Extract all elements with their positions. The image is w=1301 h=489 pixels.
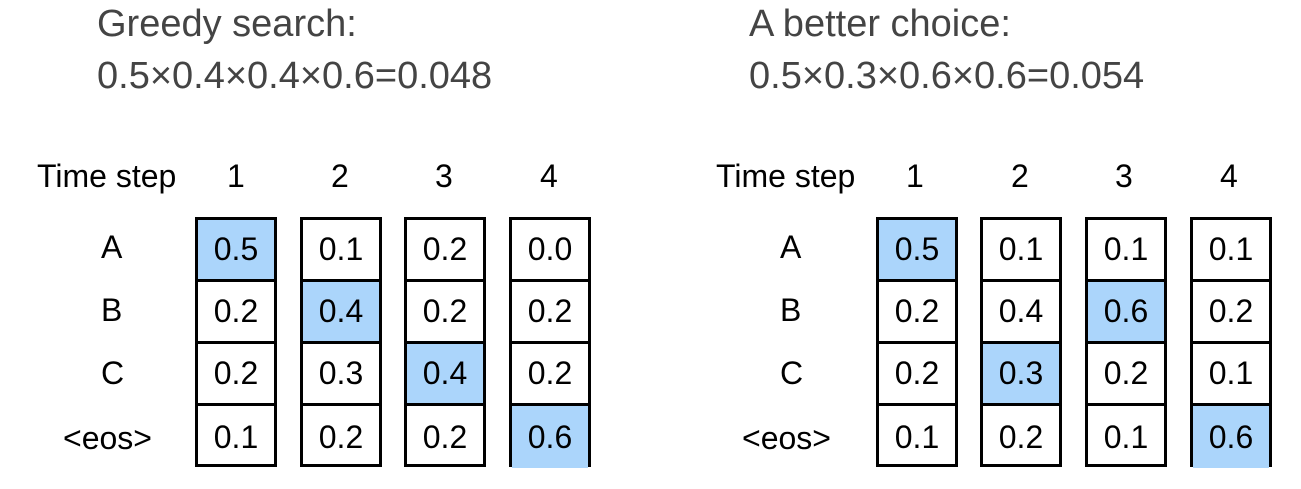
step-label: 1 [227, 158, 245, 194]
panel-title: Greedy search: [97, 3, 357, 45]
probability-cell: 0.2 [407, 282, 483, 344]
row-label: C [101, 355, 125, 391]
time-step-column: 0.1 0.6 0.2 0.1 [1085, 217, 1167, 467]
probability-cell: 0.1 [1103, 418, 1149, 455]
probability-cell: 0.1 [1193, 220, 1269, 282]
probability-cell: 0.2 [998, 418, 1044, 455]
probability-cell: 0.3 [983, 344, 1059, 406]
step-label: 2 [331, 158, 349, 194]
probability-cell: 0.2 [198, 344, 274, 406]
probability-cell: 0.6 [512, 406, 588, 468]
panel-title: A better choice: [749, 3, 1011, 45]
row-label: B [780, 292, 802, 328]
probability-cell: 0.4 [983, 282, 1059, 344]
probability-cell: 0.4 [303, 282, 379, 344]
row-label: <eos> [742, 420, 831, 456]
time-step-label: Time step [716, 158, 856, 194]
step-label: 4 [1220, 158, 1238, 194]
probability-cell: 0.4 [407, 344, 483, 406]
row-label: A [101, 229, 123, 265]
probability-cell: 0.2 [407, 220, 483, 282]
time-step-column: 0.1 0.2 0.1 0.6 [1190, 217, 1272, 468]
step-label: 3 [1115, 158, 1133, 194]
row-label: <eos> [63, 420, 152, 456]
step-label: 4 [540, 158, 558, 194]
step-label: 2 [1011, 158, 1029, 194]
row-label: B [101, 292, 123, 328]
probability-cell: 0.6 [1088, 282, 1164, 344]
row-label: A [780, 229, 802, 265]
panel-product-formula: 0.5×0.4×0.4×0.6=0.048 [97, 55, 493, 97]
probability-cell: 0.2 [879, 282, 955, 344]
probability-cell: 0.1 [213, 418, 259, 455]
probability-cell: 0.2 [1193, 282, 1269, 344]
time-step-column: 0.0 0.2 0.2 0.6 [509, 217, 591, 468]
probability-cell: 0.2 [879, 344, 955, 406]
probability-cell: 0.1 [1088, 220, 1164, 282]
time-step-column: 0.5 0.2 0.2 0.1 [876, 217, 958, 467]
probability-cell: 0.2 [318, 418, 364, 455]
probability-cell: 0.2 [512, 344, 588, 406]
step-label: 1 [906, 158, 924, 194]
probability-cell: 0.0 [512, 220, 588, 282]
probability-cell: 0.2 [198, 282, 274, 344]
probability-cell: 0.2 [422, 418, 468, 455]
probability-cell: 0.5 [879, 220, 955, 282]
probability-cell: 0.1 [983, 220, 1059, 282]
probability-cell: 0.1 [894, 418, 940, 455]
row-label: C [780, 355, 804, 391]
time-step-column: 0.2 0.2 0.4 0.2 [404, 217, 486, 467]
probability-cell: 0.2 [1088, 344, 1164, 406]
time-step-label: Time step [37, 158, 177, 194]
panel-product-formula: 0.5×0.3×0.6×0.6=0.054 [749, 55, 1145, 97]
time-step-column: 0.1 0.4 0.3 0.2 [980, 217, 1062, 467]
step-label: 3 [435, 158, 453, 194]
probability-cell: 0.3 [303, 344, 379, 406]
probability-cell: 0.1 [1193, 344, 1269, 406]
probability-cell: 0.5 [198, 220, 274, 282]
probability-cell: 0.6 [1193, 406, 1269, 468]
time-step-column: 0.1 0.4 0.3 0.2 [300, 217, 382, 467]
time-step-column: 0.5 0.2 0.2 0.1 [195, 217, 277, 467]
probability-cell: 0.1 [303, 220, 379, 282]
probability-cell: 0.2 [512, 282, 588, 344]
